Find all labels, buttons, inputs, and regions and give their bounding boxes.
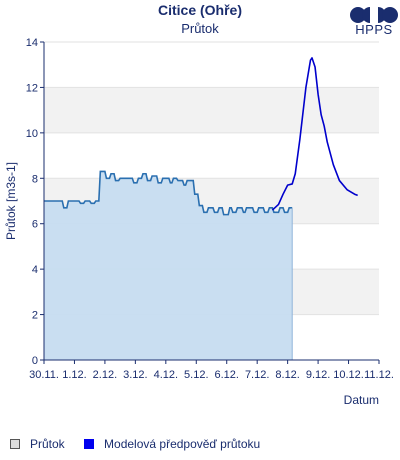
legend-swatch-model (84, 439, 95, 449)
x-tick-label: 3.12. (123, 369, 147, 381)
y-axis-title: Průtok [m3s-1] (4, 162, 18, 240)
x-tick-label: 9.12. (306, 369, 330, 381)
legend-label-observed: Průtok (30, 437, 65, 451)
y-tick-label: 10 (26, 128, 38, 140)
y-tick-label: 8 (32, 173, 38, 185)
chart-title: Citice (Ohře) (157, 2, 242, 18)
x-tick-label: 10.12. (333, 369, 364, 381)
series-model-line (271, 57, 358, 211)
y-tick-label: 6 (32, 219, 38, 231)
x-tick-label: 4.12. (154, 369, 178, 381)
y-tick-label: 4 (32, 264, 38, 276)
chart-subtitle: Průtok (181, 21, 219, 36)
y-tick-label: 12 (26, 82, 38, 94)
legend-item-model[interactable]: Modelová předpověď průtoku (84, 437, 260, 451)
grid-band (44, 132, 379, 179)
legend-swatch-observed (10, 439, 20, 449)
series-observed-area (44, 171, 293, 360)
legend: Průtok Modelová předpověď průtoku (10, 437, 276, 452)
x-tick-label: 11.12. (364, 369, 394, 381)
x-tick-label: 2.12. (93, 369, 117, 381)
x-tick-label: 6.12. (214, 369, 238, 381)
x-tick-label: 30.11. (29, 369, 59, 381)
y-tick-label: 0 (32, 355, 38, 367)
x-tick-label: 1.12. (62, 369, 86, 381)
y-tick-label: 14 (26, 37, 38, 49)
logo-text: HPPS (355, 22, 393, 37)
hpps-logo-icon (350, 7, 398, 23)
x-tick-label: 5.12. (184, 369, 208, 381)
x-tick-label: 7.12. (245, 369, 269, 381)
legend-label-model: Modelová předpověď průtoku (104, 437, 261, 451)
grid-band (44, 42, 379, 88)
y-tick-label: 2 (32, 310, 38, 322)
series-observed-line (44, 170, 293, 216)
x-axis-title: Datum (344, 393, 379, 407)
x-tick-label: 8.12. (275, 369, 299, 381)
flow-chart: 0 2 4 6 8 10 12 14 30.11. 1.12. 2.12. 3.12. 4.12. 5.1… (4, 37, 394, 407)
grid-band (44, 87, 379, 133)
legend-item-observed[interactable]: Průtok (10, 437, 65, 451)
